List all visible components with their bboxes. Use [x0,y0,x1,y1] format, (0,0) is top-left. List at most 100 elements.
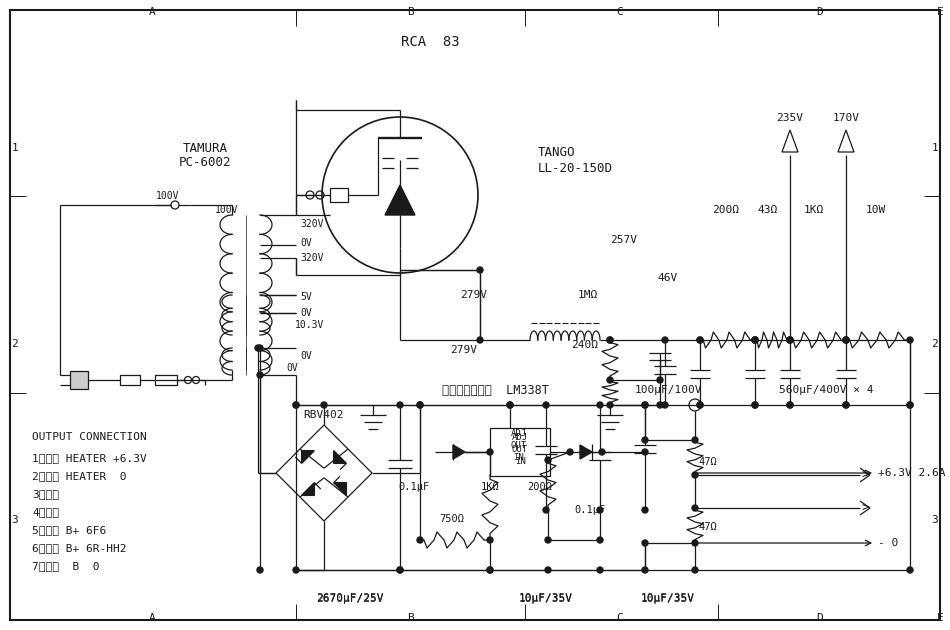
Text: 3: 3 [11,515,18,525]
Circle shape [257,372,263,378]
Circle shape [843,337,849,343]
Text: 3（白）: 3（白） [32,489,59,499]
Text: ADJ: ADJ [511,430,527,438]
Text: A: A [148,613,156,623]
Circle shape [752,337,758,343]
Circle shape [692,472,698,478]
Text: 10W: 10W [865,205,886,215]
Circle shape [545,457,551,463]
Text: 0V: 0V [286,363,297,373]
Polygon shape [333,450,347,463]
Circle shape [642,437,648,443]
Circle shape [642,567,648,573]
Circle shape [787,337,793,343]
Circle shape [843,337,849,343]
Bar [330,188,348,202]
Text: 2: 2 [932,339,939,349]
Text: 750Ω: 750Ω [440,514,465,524]
Text: 10μF/35V: 10μF/35V [519,594,573,604]
Circle shape [787,402,793,408]
Text: A: A [148,7,156,17]
Text: >: > [862,469,868,481]
Circle shape [477,267,483,273]
Circle shape [597,507,603,513]
Text: 10μF/35V: 10μF/35V [641,593,695,603]
Circle shape [642,507,648,513]
Text: 10μF/35V: 10μF/35V [519,593,573,603]
Text: OUT: OUT [512,445,528,454]
Circle shape [907,337,913,343]
Text: OUTPUT CONNECTION: OUTPUT CONNECTION [32,432,146,442]
Circle shape [545,537,551,543]
Text: 5（黄） B+ 6F6: 5（黄） B+ 6F6 [32,525,106,535]
Text: 0V: 0V [300,351,312,361]
Bar [490,428,550,476]
Circle shape [787,337,793,343]
Polygon shape [302,450,314,463]
Polygon shape [453,445,465,459]
Circle shape [752,402,758,408]
Circle shape [907,402,913,408]
Circle shape [599,449,605,455]
Circle shape [642,540,648,546]
Circle shape [607,402,613,408]
Text: 0.1μF: 0.1μF [398,482,429,492]
Text: PC-6002: PC-6002 [179,156,231,169]
Text: 46V: 46V [657,273,678,283]
Circle shape [257,345,263,351]
Circle shape [843,337,849,343]
Text: 240Ω: 240Ω [571,340,598,350]
Circle shape [697,402,703,408]
Circle shape [487,567,493,573]
Circle shape [545,567,551,573]
Polygon shape [302,483,314,495]
Text: 6（青） B+ 6R-HH2: 6（青） B+ 6R-HH2 [32,543,126,553]
Text: 170V: 170V [832,113,860,123]
Circle shape [642,402,648,408]
Text: IN: IN [514,454,524,462]
Circle shape [642,402,648,408]
Circle shape [752,337,758,343]
Circle shape [293,402,299,408]
Circle shape [843,402,849,408]
Text: 200Ω: 200Ω [712,205,739,215]
Text: E: E [937,613,943,623]
Circle shape [397,402,403,408]
Text: C: C [617,7,623,17]
Circle shape [417,402,423,408]
Text: 100μF/100V: 100μF/100V [635,385,702,395]
Circle shape [787,402,793,408]
Circle shape [321,402,327,408]
Circle shape [752,337,758,343]
Text: B: B [407,7,413,17]
Text: 10.3V: 10.3V [295,320,324,330]
Text: 1: 1 [932,143,939,153]
Bar [70,371,88,389]
Text: B: B [407,613,413,623]
Text: 2（緑） HEATER  0: 2（緑） HEATER 0 [32,471,126,481]
Circle shape [597,402,603,408]
Text: 100V: 100V [156,191,180,201]
Circle shape [657,377,663,383]
Circle shape [543,507,549,513]
Circle shape [397,567,403,573]
Text: TAMURA: TAMURA [182,142,227,154]
Text: C: C [617,613,623,623]
Text: 7（茶）  B  0: 7（茶） B 0 [32,561,100,571]
Circle shape [597,537,603,543]
Circle shape [907,402,913,408]
Text: 320V: 320V [300,219,324,229]
Circle shape [607,337,613,343]
Circle shape [843,402,849,408]
Circle shape [597,567,603,573]
Circle shape [752,402,758,408]
Text: 257V: 257V [610,235,637,245]
Circle shape [543,402,549,408]
Circle shape [567,449,573,455]
Circle shape [293,402,299,408]
Text: 47Ω: 47Ω [698,522,716,532]
Text: OUT: OUT [511,442,527,450]
Text: 47Ω: 47Ω [698,457,716,467]
Text: 1（赤） HEATER +6.3V: 1（赤） HEATER +6.3V [32,453,146,463]
Circle shape [255,345,261,351]
